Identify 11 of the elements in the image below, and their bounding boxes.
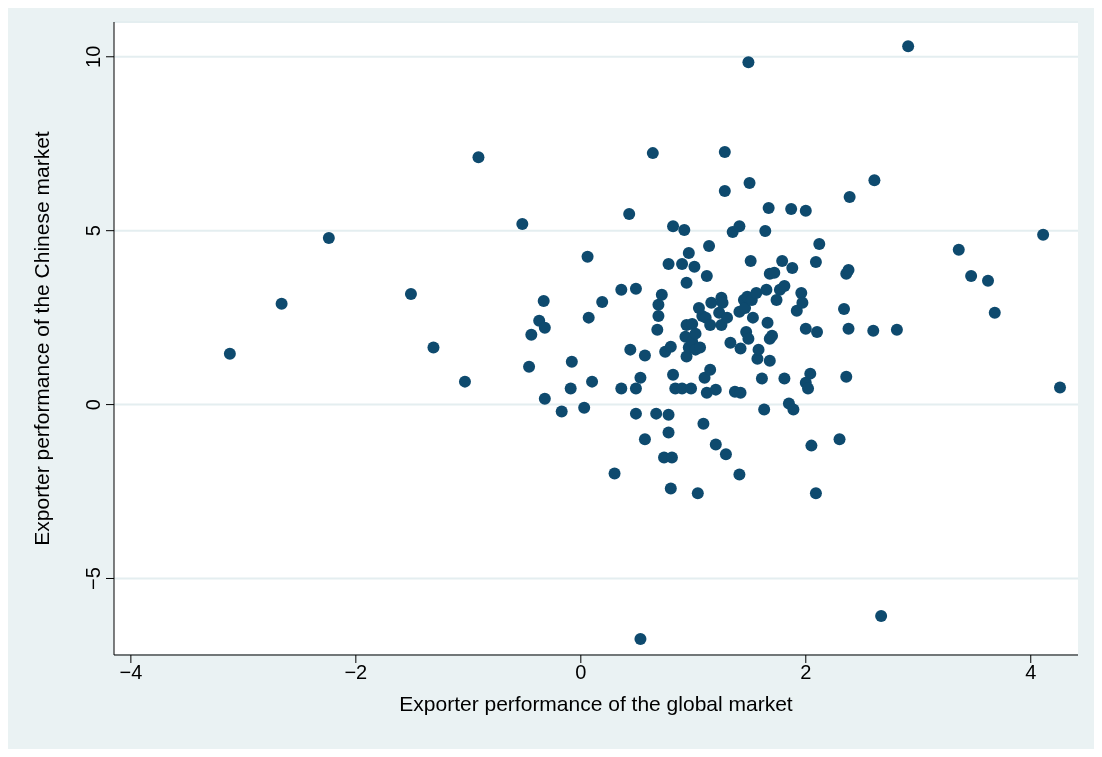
- x-axis-title: Exporter performance of the global market: [399, 692, 793, 715]
- y-tick-label: −5: [82, 567, 104, 590]
- x-tick-label: 0: [575, 661, 587, 684]
- x-tick-label: −4: [119, 661, 143, 684]
- y-tick-label: 0: [82, 399, 104, 411]
- y-tick-label: 10: [82, 45, 104, 68]
- x-tick-label: 4: [1025, 661, 1037, 684]
- x-tick-label: 2: [800, 661, 812, 684]
- y-tick-label: 5: [82, 225, 104, 237]
- x-tick-label: −2: [344, 661, 368, 684]
- y-axis-title: Exporter performance of the Chinese market: [30, 131, 54, 546]
